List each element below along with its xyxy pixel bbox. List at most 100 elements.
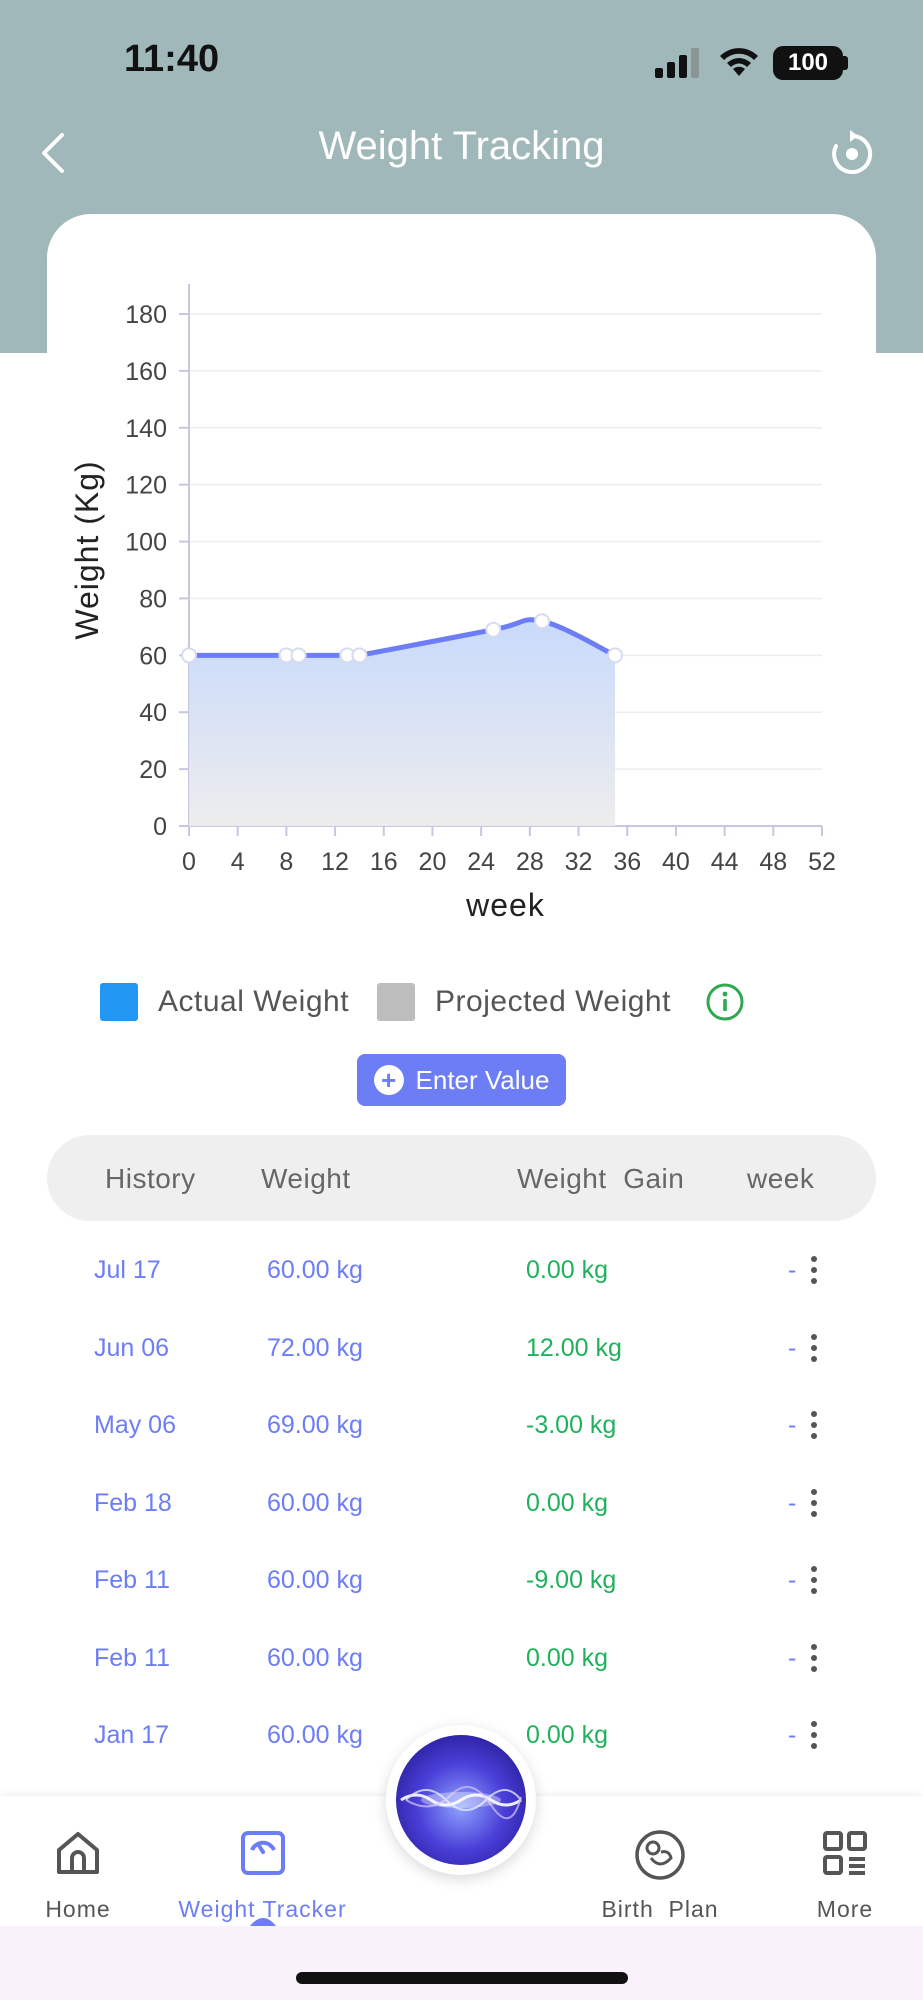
x-tick-label: 40 xyxy=(662,848,690,876)
status-bar: 11:40 100 xyxy=(0,0,923,120)
table-row: May 06 69.00 kg -3.00 kg - xyxy=(0,1395,923,1455)
data-point xyxy=(534,613,551,630)
actual-weight-label: Actual Weight xyxy=(158,985,350,1018)
more-vertical-icon[interactable] xyxy=(804,1638,824,1678)
bottom-safe-area xyxy=(0,1926,923,2000)
wifi-icon xyxy=(720,48,758,76)
menu-dot xyxy=(811,1588,817,1594)
row-week: - xyxy=(788,1411,797,1439)
y-tick-label: 80 xyxy=(139,585,167,613)
menu-dot xyxy=(811,1643,817,1650)
x-tick-label: 28 xyxy=(516,848,544,876)
enter-value-button[interactable]: + Enter Value xyxy=(357,1054,566,1106)
x-tick-label: 32 xyxy=(565,848,593,876)
data-point xyxy=(607,647,624,664)
x-tick-label: 16 xyxy=(370,848,398,876)
header-week: week xyxy=(747,1163,815,1194)
menu-dot xyxy=(811,1256,817,1262)
data-point xyxy=(351,647,368,664)
row-weight-gain: -3.00 kg xyxy=(526,1411,617,1439)
x-tick-label: 48 xyxy=(759,848,787,876)
y-tick-label: 60 xyxy=(139,642,167,670)
row-date: Feb 18 xyxy=(94,1488,172,1517)
x-tick-label: 20 xyxy=(419,848,447,876)
tab-more[interactable]: More xyxy=(800,1796,890,1926)
menu-dot xyxy=(811,1566,817,1572)
grid-icon xyxy=(823,1831,867,1875)
more-vertical-icon[interactable] xyxy=(804,1715,824,1755)
row-weight: 69.00 kg xyxy=(267,1411,363,1439)
reset-icon xyxy=(832,130,873,174)
more-vertical-icon[interactable] xyxy=(804,1328,824,1368)
y-tick-label: 0 xyxy=(153,813,167,841)
y-tick-label: 120 xyxy=(125,472,167,500)
table-row: Jul 17 60.00 kg 0.00 kg - xyxy=(0,1240,923,1300)
actual-weight-swatch xyxy=(100,983,138,1021)
more-vertical-icon[interactable] xyxy=(804,1250,824,1290)
x-tick-label: 36 xyxy=(613,848,641,876)
row-week: - xyxy=(788,1643,797,1672)
history-table-header: History Weight Weight Gain week xyxy=(47,1135,876,1221)
chevron-left-icon xyxy=(42,133,64,173)
y-tick-label: 40 xyxy=(139,699,167,727)
tab-birth-plan[interactable]: Birth Plan xyxy=(595,1796,725,1926)
menu-dot xyxy=(811,1488,817,1495)
header-weight: Weight xyxy=(261,1163,351,1194)
baby-icon xyxy=(635,1830,685,1880)
more-vertical-icon[interactable] xyxy=(804,1405,824,1445)
row-weight-gain: 0.00 kg xyxy=(526,1643,609,1672)
menu-dot xyxy=(811,1333,817,1340)
row-weight-gain: 12.00 kg xyxy=(526,1333,622,1362)
more-vertical-icon[interactable] xyxy=(804,1483,824,1523)
battery-indicator: 100 xyxy=(773,46,843,80)
row-week: - xyxy=(788,1256,797,1284)
row-weight: 60.00 kg xyxy=(267,1488,363,1517)
row-date: May 06 xyxy=(94,1411,176,1439)
row-weight-gain: 0.00 kg xyxy=(526,1488,609,1517)
info-icon[interactable] xyxy=(705,982,745,1022)
row-weight: 72.00 kg xyxy=(267,1333,363,1362)
menu-dot xyxy=(811,1743,817,1749)
row-date: Jul 17 xyxy=(94,1256,161,1284)
menu-dot xyxy=(811,1510,817,1517)
tab-more-label: More xyxy=(816,1896,874,1922)
table-row: Feb 18 60.00 kg 0.00 kg - xyxy=(0,1473,923,1533)
tab-home[interactable]: Home xyxy=(28,1796,128,1926)
y-tick-label: 100 xyxy=(125,529,167,557)
row-weight-gain: -9.00 kg xyxy=(526,1566,617,1594)
projected-weight-swatch xyxy=(377,983,416,1021)
menu-dot xyxy=(811,1654,817,1661)
y-tick-label: 160 xyxy=(125,358,167,386)
row-week: - xyxy=(788,1333,797,1362)
table-row: Feb 11 60.00 kg -9.00 kg - xyxy=(0,1550,923,1610)
cellular-signal-icon xyxy=(655,48,699,78)
data-point xyxy=(485,621,502,638)
tab-weight-tracker[interactable]: Weight Tracker xyxy=(170,1796,355,1926)
content-card xyxy=(47,214,876,1774)
row-date: Feb 11 xyxy=(94,1566,170,1594)
row-weight-gain: 0.00 kg xyxy=(526,1721,609,1749)
plus-icon: + xyxy=(373,1065,404,1095)
row-week: - xyxy=(788,1488,797,1517)
row-week: - xyxy=(788,1721,797,1749)
reset-button[interactable] xyxy=(826,128,878,180)
header-history: History xyxy=(105,1163,196,1194)
table-row: Feb 11 60.00 kg 0.00 kg - xyxy=(0,1628,923,1688)
status-time: 11:40 xyxy=(124,38,220,80)
table-row: Jun 06 72.00 kg 12.00 kg - xyxy=(0,1318,923,1378)
back-button[interactable] xyxy=(30,125,80,181)
menu-dot xyxy=(811,1732,817,1738)
menu-dot xyxy=(811,1499,817,1506)
row-date: Feb 11 xyxy=(94,1643,170,1672)
home-indicator xyxy=(296,1972,628,1984)
menu-dot xyxy=(811,1577,817,1583)
menu-dot xyxy=(811,1422,817,1428)
row-date: Jun 06 xyxy=(94,1333,170,1362)
voice-assistant-button[interactable] xyxy=(386,1725,536,1875)
tab-weight-tracker-label: Weight Tracker xyxy=(178,1896,347,1922)
data-point xyxy=(181,647,197,664)
row-weight: 60.00 kg xyxy=(267,1566,363,1594)
more-vertical-icon[interactable] xyxy=(804,1560,824,1600)
row-weight-gain: 0.00 kg xyxy=(526,1256,609,1284)
tab-birth-plan-label: Birth Plan xyxy=(601,1896,719,1922)
